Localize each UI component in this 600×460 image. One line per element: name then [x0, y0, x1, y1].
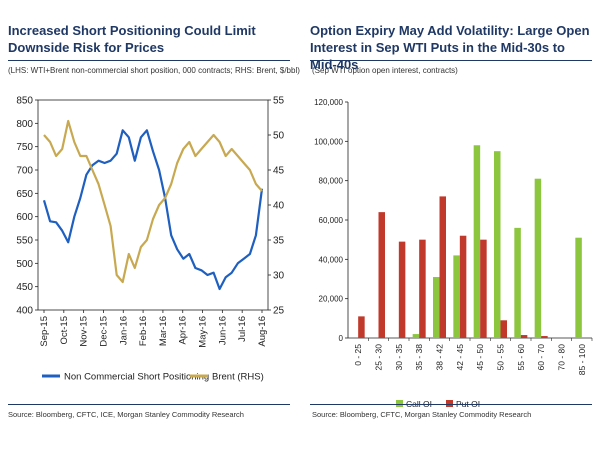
bar-y-tick-label: 100,000: [314, 137, 343, 146]
call-oi-bar: [412, 334, 420, 338]
x-tick-label: Aug-16: [257, 316, 268, 347]
right-source-rule: [310, 404, 592, 405]
bar-category-label: 35 - 38: [414, 344, 424, 371]
right-y-tick-label: 30: [273, 271, 285, 282]
x-tick-label: Dec-15: [98, 316, 109, 347]
put-oi-bar: [520, 335, 528, 338]
x-tick-label: Sep-15: [39, 316, 50, 347]
call-oi-bar: [514, 227, 521, 338]
bar-y-tick-label: 0: [339, 334, 344, 343]
right-chart-panel: Option Expiry May Add Volatility: Large …: [300, 0, 600, 460]
call-oi-bar: [534, 178, 542, 338]
legend-short-label: Non Commercial Short Positioning: [64, 372, 209, 383]
left-chart-svg: 400 450 500 550 600 650 700 750 800 850 25 30 35 40 45…: [16, 96, 285, 383]
left-y-tick-label: 400: [16, 306, 33, 317]
x-tick-label: Apr-16: [178, 316, 189, 345]
right-y-tick-label: 40: [273, 201, 285, 212]
bar-category-label: 45 - 50: [475, 344, 485, 371]
x-tick-label: Jan-16: [118, 316, 129, 345]
left-y-tick-label: 650: [16, 189, 33, 200]
right-chart-svg: 0 20,000 40,000 60,000 80,000 100,000 120,000 0…: [314, 98, 593, 409]
bar-category-label: 50 - 55: [496, 344, 506, 371]
left-y-tick-label: 450: [16, 282, 33, 293]
bar-y-tick-label: 60,000: [319, 216, 344, 225]
left-chart-subtitle: (LHS: WTI+Brent non-commercial short pos…: [8, 66, 300, 75]
bar-category-label: 55 - 60: [516, 344, 526, 371]
legend-put-swatch: [446, 400, 453, 407]
call-oi-bar: [575, 237, 582, 338]
left-y-tick-label: 750: [16, 142, 33, 153]
left-y-tick-label: 550: [16, 236, 33, 247]
left-plot-frame: [37, 99, 269, 311]
left-title-rule: [8, 60, 290, 61]
bar-category-label: 30 - 35: [394, 344, 404, 371]
legend-call-swatch: [396, 400, 403, 407]
put-oi-bar: [459, 235, 467, 338]
x-tick-label: May-16: [198, 316, 209, 348]
bar-category-label: 70 - 80: [557, 344, 567, 371]
right-y-tick-label: 55: [273, 96, 285, 107]
left-y-tick-label: 800: [16, 119, 33, 130]
right-chart-subtitle: (Sep WTI option open interest, contracts…: [312, 66, 458, 75]
bar-category-label: 60 - 70: [536, 344, 546, 371]
put-oi-bar: [480, 239, 487, 338]
put-oi-bar: [358, 316, 365, 338]
x-tick-label: Oct-15: [59, 316, 70, 345]
right-y-tick-label: 25: [273, 306, 285, 317]
left-chart-panel: Increased Short Positioning Could Limit …: [8, 23, 300, 419]
put-oi-bar: [398, 241, 406, 338]
bar-category-label: 38 - 42: [435, 344, 445, 371]
left-chart-source: Source: Bloomberg, CFTC, ICE, Morgan Sta…: [8, 410, 244, 419]
put-oi-bar: [439, 196, 446, 338]
left-y-tick-label: 500: [16, 259, 33, 270]
right-y-tick-label: 50: [273, 131, 285, 142]
x-tick-label: Feb-16: [138, 316, 149, 346]
left-y-tick-label: 700: [16, 166, 33, 177]
right-y-tick-label: 35: [273, 236, 285, 247]
bar-category-label: 25 - 30: [374, 344, 384, 371]
call-oi-bar: [494, 151, 501, 338]
put-oi-bar: [541, 336, 548, 338]
left-y-tick-label: 850: [16, 96, 33, 107]
call-oi-bar: [453, 255, 460, 338]
bar-y-tick-label: 40,000: [319, 255, 344, 264]
bar-y-tick-label: 120,000: [314, 98, 343, 107]
bar-category-label: 85 - 100: [577, 344, 587, 375]
left-y-tick-label: 600: [16, 212, 33, 223]
bar-category-label: 42 - 45: [455, 344, 465, 371]
put-oi-bar: [378, 212, 385, 338]
bar-y-tick-label: 20,000: [319, 295, 344, 304]
call-oi-bar: [433, 277, 440, 338]
right-y-tick-label: 45: [273, 166, 285, 177]
put-oi-bar: [500, 320, 507, 338]
bar-category-label: 0 - 25: [353, 344, 363, 366]
x-tick-label: Mar-16: [158, 316, 169, 346]
right-chart-source: Source: Bloomberg, CFTC, Morgan Stanley …: [312, 410, 532, 419]
brent-line: [43, 119, 263, 284]
short-positioning-line: [42, 129, 264, 291]
call-oi-bar: [473, 145, 481, 338]
left-chart-title: Increased Short Positioning Could Limit …: [8, 23, 256, 55]
put-oi-bar: [419, 239, 426, 338]
left-source-rule: [8, 404, 290, 405]
x-tick-label: Jul-16: [237, 316, 248, 342]
legend-brent-label: Brent (RHS): [212, 372, 264, 383]
x-tick-label: Jun-16: [217, 316, 228, 345]
x-tick-label: Nov-15: [79, 316, 90, 347]
right-title-rule: [310, 60, 592, 61]
bar-y-tick-label: 80,000: [319, 177, 344, 186]
